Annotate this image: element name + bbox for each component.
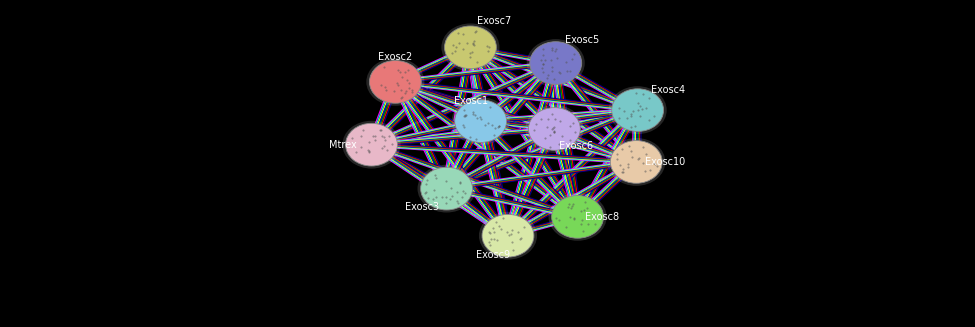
Ellipse shape (370, 60, 421, 103)
Ellipse shape (420, 167, 473, 210)
Ellipse shape (367, 58, 424, 106)
Ellipse shape (607, 138, 665, 186)
Text: Exosc2: Exosc2 (378, 52, 412, 62)
Ellipse shape (417, 165, 476, 213)
Ellipse shape (526, 39, 585, 87)
Text: Exosc9: Exosc9 (476, 250, 510, 260)
Ellipse shape (454, 100, 507, 143)
Text: Exosc10: Exosc10 (644, 157, 685, 167)
Ellipse shape (479, 212, 537, 260)
Ellipse shape (608, 86, 667, 134)
Ellipse shape (549, 193, 606, 241)
Ellipse shape (611, 89, 664, 131)
Text: Exosc7: Exosc7 (477, 16, 512, 26)
Ellipse shape (528, 108, 580, 150)
Ellipse shape (342, 121, 401, 169)
Ellipse shape (526, 105, 583, 153)
Text: Exosc8: Exosc8 (585, 212, 619, 222)
Text: Exosc4: Exosc4 (650, 85, 684, 95)
Ellipse shape (552, 196, 604, 238)
Ellipse shape (610, 141, 662, 183)
Text: Exosc5: Exosc5 (565, 35, 599, 44)
Ellipse shape (482, 215, 534, 257)
Ellipse shape (442, 24, 499, 71)
Ellipse shape (529, 42, 582, 84)
Text: Exosc3: Exosc3 (405, 202, 439, 213)
Ellipse shape (345, 123, 398, 166)
Text: Mtrex: Mtrex (329, 140, 357, 150)
Text: Exosc6: Exosc6 (560, 141, 593, 151)
Text: Exosc1: Exosc1 (454, 96, 488, 106)
Ellipse shape (451, 97, 510, 145)
Ellipse shape (445, 26, 496, 69)
